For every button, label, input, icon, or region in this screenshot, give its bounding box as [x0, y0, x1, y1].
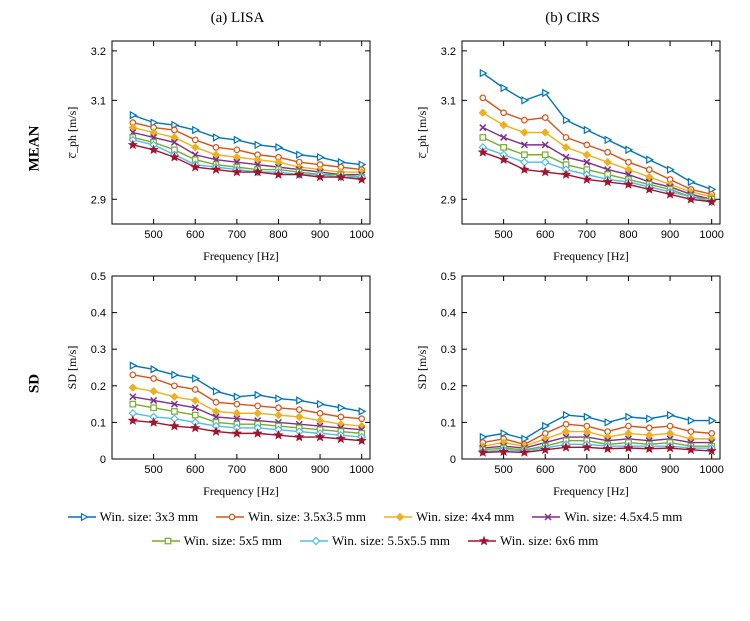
legend: Win. size: 3x3 mm Win. size: 3.5x3.5 mm Wi…: [10, 509, 740, 549]
svg-text:c̅_ph [m/s]: c̅_ph [m/s]: [415, 107, 429, 159]
svg-text:0.3: 0.3: [91, 344, 106, 356]
svg-text:600: 600: [186, 229, 204, 241]
legend-item: Win. size: 5.5x5.5 mm: [300, 533, 450, 549]
column-titles: (a) LISA (b) CIRS: [70, 10, 740, 31]
figure: (a) LISA (b) CIRS MEAN 500 600 700 800 900 10…: [10, 10, 740, 549]
svg-text:900: 900: [661, 229, 679, 241]
panel-mean-cirs: 500 600 700 800 900 1000 2.9 3.1 3.2 Frequency [H…: [410, 31, 740, 266]
svg-text:700: 700: [228, 229, 246, 241]
svg-text:800: 800: [269, 229, 287, 241]
svg-text:600: 600: [536, 464, 554, 476]
svg-text:500: 500: [494, 464, 512, 476]
svg-text:0.5: 0.5: [91, 271, 106, 283]
legend-item: Win. size: 3x3 mm: [68, 509, 198, 525]
svg-text:1000: 1000: [349, 464, 373, 476]
legend-label: Win. size: 4.5x4.5 mm: [564, 509, 682, 525]
svg-text:2.9: 2.9: [91, 194, 106, 206]
svg-text:0: 0: [100, 454, 106, 466]
svg-text:1000: 1000: [349, 229, 373, 241]
row-label-sd: SD: [27, 359, 44, 409]
legend-item: Win. size: 4x4 mm: [384, 509, 514, 525]
svg-text:1000: 1000: [699, 464, 723, 476]
svg-text:700: 700: [578, 464, 596, 476]
svg-text:500: 500: [144, 229, 162, 241]
svg-text:0.2: 0.2: [91, 381, 106, 393]
svg-text:0.4: 0.4: [441, 308, 456, 320]
legend-label: Win. size: 5x5 mm: [184, 533, 282, 549]
svg-text:Frequency [Hz]: Frequency [Hz]: [203, 249, 279, 263]
legend-label: Win. size: 4x4 mm: [416, 509, 514, 525]
svg-text:800: 800: [269, 464, 287, 476]
svg-text:900: 900: [661, 464, 679, 476]
svg-text:3.1: 3.1: [91, 95, 106, 107]
svg-text:0.3: 0.3: [441, 344, 456, 356]
row-sd: SD 500 600 700 800 900 1000 0 0.1 0.2 0.3 0.4 0.5 Fr…: [10, 266, 740, 501]
panel-sd-lisa: 500 600 700 800 900 1000 0 0.1 0.2 0.3 0.4 0.5 Frequ…: [60, 266, 390, 501]
svg-text:Frequency [Hz]: Frequency [Hz]: [553, 484, 629, 498]
svg-text:0.1: 0.1: [91, 417, 106, 429]
svg-text:Frequency [Hz]: Frequency [Hz]: [203, 484, 279, 498]
legend-item: Win. size: 3.5x3.5 mm: [216, 509, 366, 525]
svg-text:3.2: 3.2: [441, 46, 456, 58]
svg-text:0.4: 0.4: [91, 308, 106, 320]
svg-text:0.2: 0.2: [441, 381, 456, 393]
legend-label: Win. size: 3.5x3.5 mm: [248, 509, 366, 525]
legend-label: Win. size: 5.5x5.5 mm: [332, 533, 450, 549]
legend-label: Win. size: 6x6 mm: [500, 533, 598, 549]
svg-text:0.5: 0.5: [441, 271, 456, 283]
svg-text:3.2: 3.2: [91, 46, 106, 58]
col-title-b: (b) CIRS: [405, 10, 740, 31]
svg-text:SD [m/s]: SD [m/s]: [65, 346, 79, 390]
panel-sd-cirs: 500 600 700 800 900 1000 0 0.1 0.2 0.3 0.4 0.5 Frequ…: [410, 266, 740, 501]
legend-label: Win. size: 3x3 mm: [100, 509, 198, 525]
svg-text:3.1: 3.1: [441, 95, 456, 107]
svg-text:900: 900: [311, 229, 329, 241]
svg-text:800: 800: [619, 464, 637, 476]
legend-item: Win. size: 6x6 mm: [468, 533, 598, 549]
svg-text:1000: 1000: [699, 229, 723, 241]
panel-mean-lisa: 500 600 700 800 900 1000 2.9 3.1 3.2 Frequency [H…: [60, 31, 390, 266]
col-title-a: (a) LISA: [70, 10, 405, 31]
svg-text:600: 600: [536, 229, 554, 241]
row-label-mean: MEAN: [27, 124, 44, 174]
svg-text:700: 700: [578, 229, 596, 241]
svg-text:700: 700: [228, 464, 246, 476]
row-mean: MEAN 500 600 700 800 900 1000 2.9 3.1 3.2 Frequen…: [10, 31, 740, 266]
svg-text:SD [m/s]: SD [m/s]: [415, 346, 429, 390]
svg-text:800: 800: [619, 229, 637, 241]
svg-text:Frequency [Hz]: Frequency [Hz]: [553, 249, 629, 263]
svg-text:c̅_ph [m/s]: c̅_ph [m/s]: [65, 107, 79, 159]
svg-text:0: 0: [450, 454, 456, 466]
svg-text:2.9: 2.9: [441, 194, 456, 206]
svg-text:500: 500: [144, 464, 162, 476]
svg-text:500: 500: [494, 229, 512, 241]
legend-item: Win. size: 4.5x4.5 mm: [532, 509, 682, 525]
legend-item: Win. size: 5x5 mm: [152, 533, 282, 549]
svg-text:600: 600: [186, 464, 204, 476]
svg-text:900: 900: [311, 464, 329, 476]
svg-text:0.1: 0.1: [441, 417, 456, 429]
